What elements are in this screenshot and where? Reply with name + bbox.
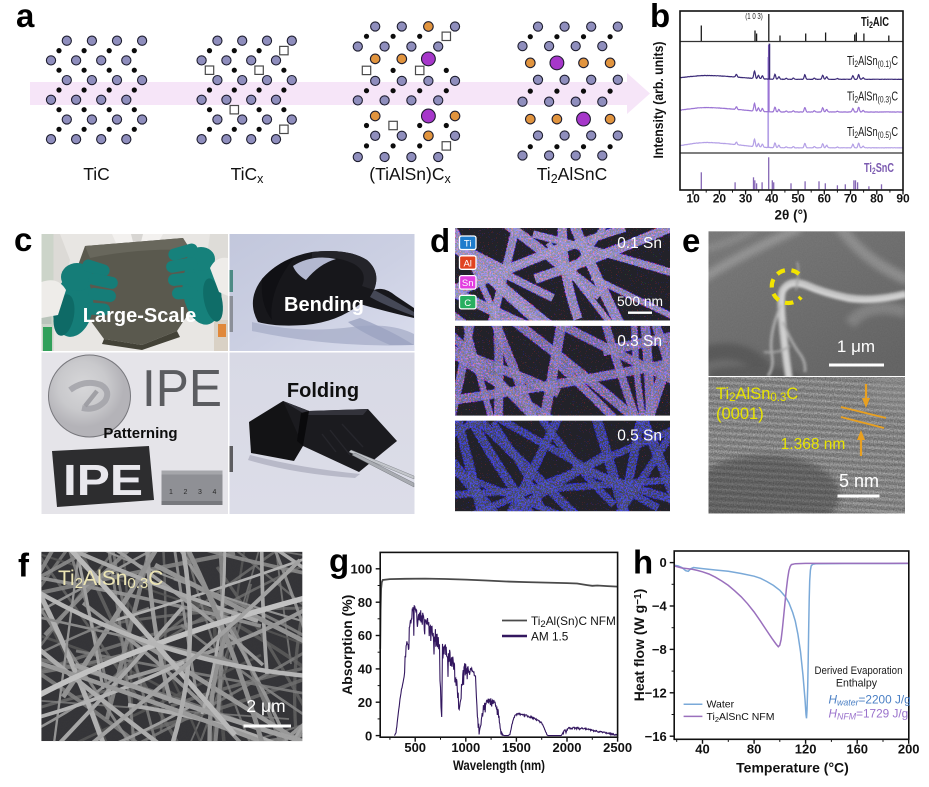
svg-text:Sn: Sn (462, 278, 474, 289)
svg-text:100: 100 (350, 562, 372, 577)
svg-text:1500: 1500 (502, 740, 531, 755)
svg-text:0: 0 (659, 555, 666, 570)
svg-text:Al: Al (463, 258, 471, 269)
svg-text:−8: −8 (652, 642, 667, 657)
svg-text:70: 70 (844, 191, 858, 205)
svg-text:3: 3 (198, 489, 202, 496)
svg-text:AM 1.5: AM 1.5 (531, 630, 569, 644)
svg-text:500: 500 (404, 740, 426, 755)
svg-text:C: C (464, 298, 471, 309)
svg-text:90: 90 (896, 191, 910, 205)
svg-text:Ti2AlSnC NFM: Ti2AlSnC NFM (707, 711, 775, 724)
svg-text:−12: −12 (645, 685, 667, 700)
svg-text:120: 120 (795, 742, 817, 757)
svg-text:1.368 nm: 1.368 nm (781, 436, 846, 453)
svg-text:0.5 Sn: 0.5 Sn (617, 428, 662, 445)
svg-text:(0001): (0001) (716, 405, 764, 423)
svg-text:2 μm: 2 μm (246, 696, 285, 716)
svg-text:1: 1 (169, 489, 173, 496)
svg-text:f: f (18, 547, 30, 584)
svg-text:Ti2SnC: Ti2SnC (864, 160, 894, 177)
svg-text:Heat flow (W g−1): Heat flow (W g−1) (631, 589, 647, 702)
svg-text:2θ (°): 2θ (°) (775, 208, 808, 223)
svg-text:80: 80 (747, 742, 761, 757)
svg-text:0.3 Sn: 0.3 Sn (617, 333, 662, 350)
svg-text:40: 40 (358, 662, 372, 677)
svg-text:20: 20 (358, 695, 372, 710)
svg-text:−4: −4 (652, 599, 668, 614)
svg-text:Large-Scale: Large-Scale (83, 305, 196, 327)
svg-text:IPE: IPE (63, 456, 143, 505)
svg-text:Ti2AlSn0.3C: Ti2AlSn0.3C (716, 385, 798, 404)
svg-text:(1 0 3): (1 0 3) (745, 11, 763, 21)
svg-text:10: 10 (686, 191, 700, 205)
svg-text:4: 4 (213, 489, 217, 496)
svg-text:0.1 Sn: 0.1 Sn (617, 235, 662, 252)
svg-text:2000: 2000 (553, 740, 582, 755)
svg-text:60: 60 (358, 628, 372, 643)
svg-text:IPE: IPE (142, 360, 222, 418)
svg-text:Ti2AlSn0.3C: Ti2AlSn0.3C (58, 567, 163, 592)
svg-text:500 nm: 500 nm (617, 294, 663, 309)
svg-text:60: 60 (818, 191, 832, 205)
svg-text:80: 80 (358, 595, 372, 610)
svg-text:Absorption (%): Absorption (%) (339, 595, 355, 695)
svg-text:h: h (633, 544, 653, 581)
svg-text:30: 30 (739, 191, 753, 205)
svg-text:40: 40 (765, 191, 779, 205)
svg-text:TiC: TiC (83, 164, 110, 184)
svg-text:Folding: Folding (287, 380, 359, 402)
svg-text:d: d (430, 222, 450, 259)
svg-text:0: 0 (365, 728, 372, 743)
svg-text:50: 50 (791, 191, 805, 205)
svg-text:Bending: Bending (284, 294, 364, 316)
svg-text:200: 200 (898, 742, 920, 757)
svg-text:(TiAlSn)Cx: (TiAlSn)Cx (369, 164, 451, 186)
svg-text:5 nm: 5 nm (839, 471, 879, 491)
svg-text:b: b (650, 0, 670, 34)
svg-text:1 μm: 1 μm (837, 337, 875, 356)
svg-text:e: e (682, 222, 700, 259)
svg-text:Temperature (°C): Temperature (°C) (736, 759, 849, 775)
svg-text:Derived Evaporation: Derived Evaporation (815, 665, 903, 677)
svg-text:Ti2AlSnC: Ti2AlSnC (537, 164, 608, 186)
svg-text:2: 2 (184, 489, 188, 496)
svg-text:1000: 1000 (451, 740, 480, 755)
svg-text:20: 20 (713, 191, 727, 205)
svg-text:2500: 2500 (603, 740, 632, 755)
svg-text:Ti2AlC: Ti2AlC (861, 14, 889, 31)
svg-text:80: 80 (870, 191, 884, 205)
svg-text:Enthalpy: Enthalpy (836, 678, 878, 690)
svg-text:Ti2Al(Sn)C NFM: Ti2Al(Sn)C NFM (531, 614, 616, 630)
svg-text:Patterning: Patterning (103, 425, 177, 442)
svg-text:Wavelength (nm): Wavelength (nm) (453, 757, 545, 773)
svg-text:g: g (329, 542, 349, 579)
svg-text:Intensity (arb. units): Intensity (arb. units) (651, 42, 666, 159)
svg-text:Ti: Ti (464, 239, 472, 250)
svg-text:a: a (16, 0, 35, 34)
svg-text:40: 40 (695, 742, 709, 757)
svg-text:TiCx: TiCx (231, 164, 265, 186)
svg-text:−16: −16 (645, 729, 667, 744)
svg-text:160: 160 (846, 742, 868, 757)
svg-text:c: c (14, 221, 32, 258)
svg-text:Water: Water (707, 699, 735, 711)
